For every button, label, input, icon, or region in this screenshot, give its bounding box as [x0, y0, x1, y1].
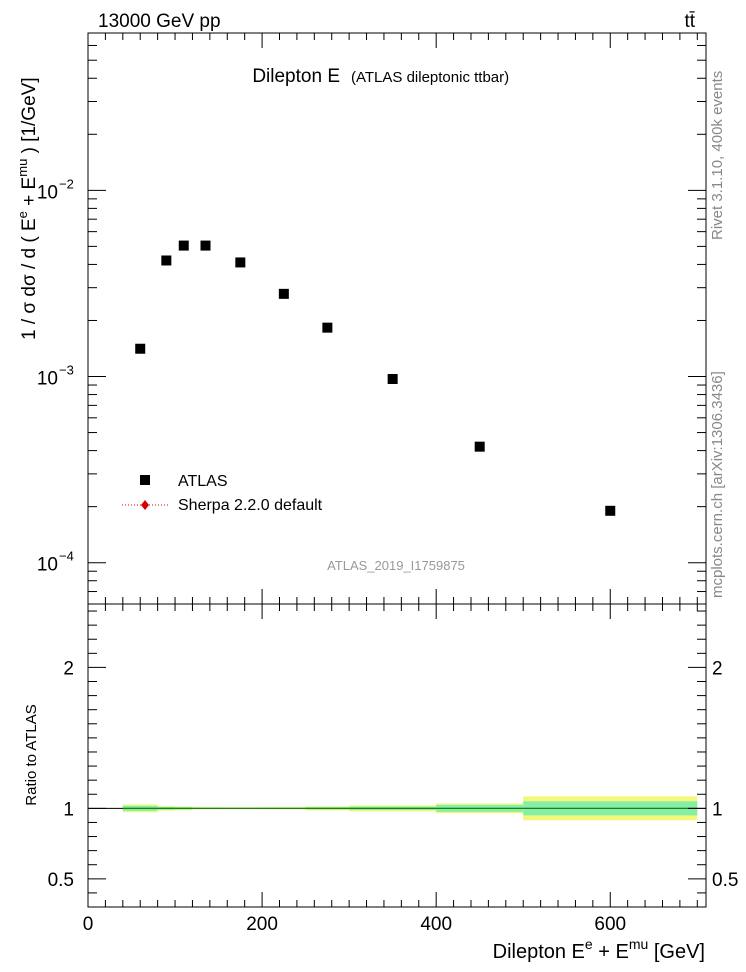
energy-label: 13000 GeV pp [98, 11, 221, 32]
main-panel-frame [87, 32, 707, 605]
legend: ATLAS Sherpa 2.2.0 default [122, 473, 323, 514]
main-y-tick-labels: 10−210−310−4 [37, 176, 74, 575]
rivet-version-label: Rivet 3.1.10, 400k events [709, 71, 726, 240]
atlas-data-point [178, 240, 189, 251]
mcplots-label: mcplots.cern.ch [arXiv:1306.3436] [709, 371, 726, 598]
ratio-y-tick-label-right: 1 [712, 799, 723, 820]
ratio-y-tick-label: 1 [63, 799, 74, 820]
x-tick-label: 0 [83, 914, 94, 935]
legend-atlas-marker [140, 475, 150, 485]
y-tick-label: 10 [37, 369, 58, 390]
ratio-panel-frame [87, 603, 707, 908]
process-label: tt̄ [684, 11, 695, 32]
ratio-y-tick-label: 2 [63, 658, 74, 679]
y-tick-label-exponent: −2 [59, 176, 74, 191]
main-panel-ticks [87, 32, 706, 605]
y-tick-label-exponent: −4 [59, 549, 74, 564]
plot-subtitle: (ATLAS dileptonic ttbar) [351, 69, 509, 86]
atlas-data-point [474, 441, 485, 452]
atlas-data-point [235, 257, 246, 268]
ratio-panel-ticks [87, 604, 706, 908]
ratio-panel: 0.5 0.5 1 1 2 2 0 200 400 600 Ratio to ATLAS Dil… [23, 603, 739, 963]
x-tick-label: 400 [420, 914, 452, 935]
ratio-y-tick-label-right: 0.5 [712, 870, 738, 891]
atlas-data-point [200, 240, 211, 251]
ratio-y-tick-labels: 0.5 0.5 1 1 2 2 [48, 658, 739, 890]
plot-title: Dilepton E [252, 66, 340, 87]
atlas-data-point [387, 373, 398, 384]
atlas-data-point [322, 322, 333, 333]
x-tick-label: 600 [594, 914, 626, 935]
atlas-data-point [278, 288, 289, 299]
analysis-label: ATLAS_2019_I1759875 [327, 558, 465, 573]
legend-atlas-label: ATLAS [178, 473, 228, 490]
y-tick-label: 10 [37, 555, 58, 576]
ratio-y-axis-title: Ratio to ATLAS [23, 704, 40, 805]
x-tick-label: 200 [246, 914, 278, 935]
atlas-data-point [605, 505, 616, 516]
atlas-data-point [161, 255, 172, 266]
y-tick-label: 10 [37, 182, 58, 203]
legend-sherpa-marker [141, 500, 149, 510]
x-tick-labels: 0 200 400 600 [83, 914, 626, 935]
y-tick-label-exponent: −3 [59, 363, 74, 378]
main-panel: 10−210−310−4 Dilepton E (ATLAS dileptoni… [15, 32, 707, 605]
ratio-y-tick-label-right: 2 [712, 658, 723, 679]
ratio-y-tick-label: 0.5 [48, 870, 74, 891]
x-axis-title: Dilepton Ee + Emu [GeV] [493, 936, 705, 963]
atlas-data-point [135, 343, 146, 354]
legend-sherpa-label: Sherpa 2.2.0 default [178, 497, 323, 514]
main-y-axis-title: 1 / σ dσ / d ( Ee + Emu ) [1/GeV] [15, 77, 40, 340]
atlas-data-points [135, 240, 616, 516]
